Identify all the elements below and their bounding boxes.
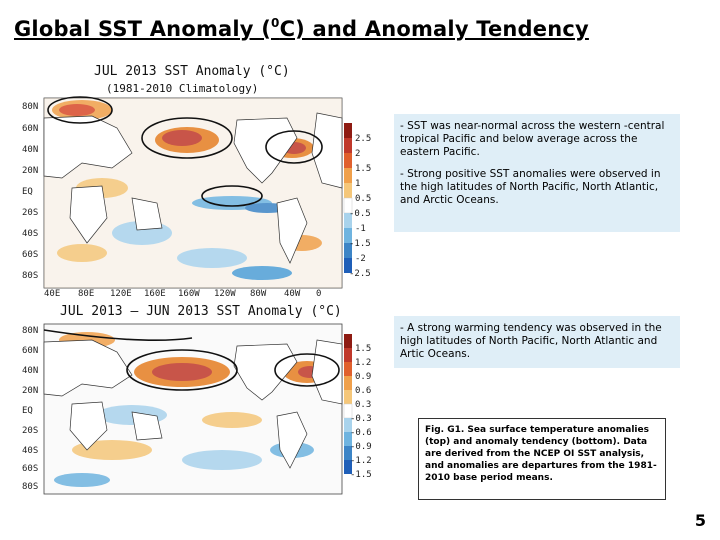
colorbar-label: 1 [355, 179, 361, 189]
lat-label: 40S [22, 446, 39, 456]
sst-anomaly-map: JUL 2013 SST Anomaly (°C) (1981-2010 Cli… [22, 58, 372, 300]
colorbar-label: 0.9 [355, 372, 372, 382]
summary-bottom-para-1: - A strong warming tendency was observed… [400, 322, 662, 360]
lat-label: EQ [22, 406, 33, 416]
lat-label: 20N [22, 166, 39, 176]
lon-label: 80E [78, 289, 95, 299]
title-superscript: 0 [271, 16, 280, 30]
lat-label: 60N [22, 124, 39, 134]
colorbar-label: 0.3 [355, 400, 372, 410]
sst-anomaly-map-graphic [43, 96, 353, 289]
summary-top-para-1: - SST was near-normal across the western… [400, 120, 665, 158]
lat-label: 20S [22, 208, 39, 218]
lat-label: 40S [22, 229, 39, 239]
lat-label: 60N [22, 346, 39, 356]
lon-label: 120W [214, 289, 236, 299]
top-map-caption: JUL 2013 SST Anomaly (°C) [92, 64, 292, 79]
colorbar-label: -0.6 [350, 428, 372, 438]
colorbar-label: 2 [355, 149, 361, 159]
colorbar-label: -0.5 [349, 209, 371, 219]
top-map-subcaption: (1981-2010 Climatology) [104, 82, 261, 95]
colorbar-label: -1 [355, 224, 366, 234]
colorbar-label: -2 [355, 254, 366, 264]
lat-label: 20N [22, 386, 39, 396]
lat-label: 20S [22, 426, 39, 436]
colorbar-label: -2.5 [349, 269, 371, 279]
colorbar-label: -1.2 [350, 456, 372, 466]
colorbar-label: 1.2 [355, 358, 372, 368]
lat-label: 80N [22, 326, 39, 336]
colorbar-label: -0.9 [350, 442, 372, 452]
lon-label: 160W [178, 289, 200, 299]
lat-label: EQ [22, 187, 33, 197]
lon-label: 40W [284, 289, 301, 299]
lon-label: 0 [316, 289, 322, 299]
colorbar-label: 2.5 [355, 134, 372, 144]
summary-top-para-2: - Strong positive SST anomalies were obs… [400, 168, 661, 206]
slide-title: Global SST Anomaly (0C) and Anomaly Tend… [14, 16, 589, 41]
summary-box-bottom: - A strong warming tendency was observed… [394, 316, 680, 368]
lat-label: 80S [22, 482, 39, 492]
lat-label: 40N [22, 366, 39, 376]
colorbar-label: -1.5 [350, 470, 372, 480]
title-rest: C) and Anomaly Tendency [279, 17, 589, 41]
colorbar-label: 0.6 [355, 386, 372, 396]
colorbar-label: 0.5 [355, 194, 372, 204]
sst-tendency-map: JUL 2013 — JUN 2013 SST Anomaly (°C) 80N… [22, 300, 372, 496]
sst-tendency-map-graphic [43, 323, 353, 495]
summary-box-top: - SST was near-normal across the western… [394, 114, 680, 232]
lat-label: 60S [22, 464, 39, 474]
lon-label: 120E [110, 289, 132, 299]
colorbar-label: 1.5 [355, 164, 372, 174]
lon-label: 160E [144, 289, 166, 299]
lon-label: 80W [250, 289, 267, 299]
lat-label: 80S [22, 271, 39, 281]
colorbar-label: -1.5 [349, 239, 371, 249]
lat-label: 80N [22, 102, 39, 112]
colorbar-label: 1.5 [355, 344, 372, 354]
figure-caption: Fig. G1. Sea surface temperature anomali… [418, 418, 666, 500]
colorbar-label: -0.3 [350, 414, 372, 424]
lat-label: 40N [22, 145, 39, 155]
page-number: 5 [694, 511, 706, 530]
bottom-map-caption: JUL 2013 — JUN 2013 SST Anomaly (°C) [58, 304, 344, 319]
lat-label: 60S [22, 250, 39, 260]
title-main: Global SST Anomaly ( [14, 17, 271, 41]
lon-label: 40E [44, 289, 61, 299]
